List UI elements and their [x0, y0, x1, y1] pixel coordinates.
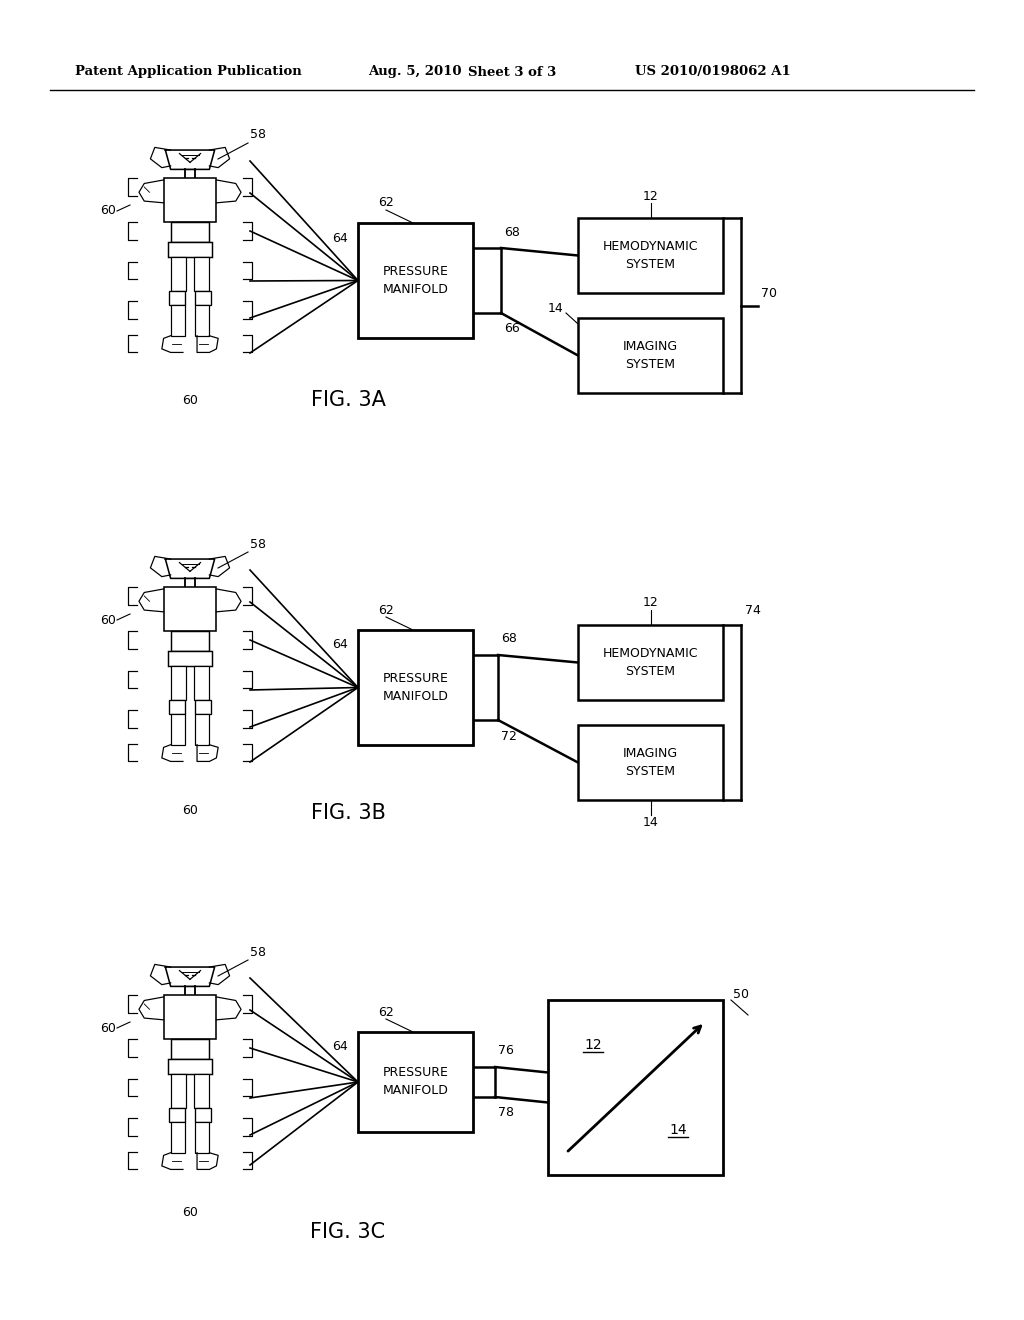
Bar [164, 995, 216, 1039]
Text: IMAGING: IMAGING [623, 341, 678, 352]
Text: 58: 58 [250, 128, 266, 141]
Text: 70: 70 [761, 286, 777, 300]
Text: 62: 62 [378, 1006, 394, 1019]
Bar [171, 305, 184, 335]
Bar [169, 1107, 184, 1122]
Text: PRESSURE: PRESSURE [383, 672, 449, 685]
Bar [196, 290, 211, 305]
Bar [194, 257, 209, 290]
Text: MANIFOLD: MANIFOLD [383, 1085, 449, 1097]
Bar [171, 222, 209, 242]
Text: 50: 50 [733, 989, 749, 1002]
Text: FIG. 3C: FIG. 3C [310, 1222, 386, 1242]
Text: SYSTEM: SYSTEM [626, 358, 676, 371]
Bar [164, 178, 216, 222]
Bar [196, 700, 211, 714]
Text: 58: 58 [250, 537, 266, 550]
Bar [196, 1107, 211, 1122]
Text: SYSTEM: SYSTEM [626, 257, 676, 271]
Bar [196, 305, 209, 335]
Bar [196, 1122, 209, 1152]
Text: MANIFOLD: MANIFOLD [383, 690, 449, 704]
Bar [171, 257, 186, 290]
Bar [168, 651, 212, 667]
Bar [578, 624, 723, 700]
Bar [164, 587, 216, 631]
Text: 58: 58 [250, 945, 266, 958]
Bar [578, 218, 723, 293]
Text: Sheet 3 of 3: Sheet 3 of 3 [468, 66, 556, 78]
Text: 14: 14 [643, 816, 658, 829]
Bar [171, 1039, 209, 1059]
Text: 60: 60 [182, 804, 198, 817]
Text: 60: 60 [100, 205, 116, 218]
Text: 62: 62 [378, 603, 394, 616]
Bar [578, 725, 723, 800]
Text: Patent Application Publication: Patent Application Publication [75, 66, 302, 78]
Bar [548, 1001, 723, 1175]
Text: MANIFOLD: MANIFOLD [383, 282, 449, 296]
Bar [358, 223, 473, 338]
Text: 14: 14 [670, 1123, 687, 1137]
Text: 64: 64 [332, 231, 348, 244]
Text: 76: 76 [498, 1044, 514, 1057]
Text: 78: 78 [498, 1106, 514, 1119]
Text: 74: 74 [745, 603, 761, 616]
Bar [171, 631, 209, 651]
Text: 66: 66 [504, 322, 520, 335]
Text: 12: 12 [643, 597, 658, 610]
Text: PRESSURE: PRESSURE [383, 265, 449, 279]
Bar [168, 1059, 212, 1074]
Text: 14: 14 [548, 301, 564, 314]
Text: 12: 12 [584, 1038, 602, 1052]
Bar [358, 1032, 473, 1133]
Text: SYSTEM: SYSTEM [626, 766, 676, 777]
Text: 60: 60 [100, 1022, 116, 1035]
Text: 62: 62 [378, 197, 394, 210]
Bar [171, 667, 186, 700]
Text: Aug. 5, 2010: Aug. 5, 2010 [368, 66, 462, 78]
Text: IMAGING: IMAGING [623, 747, 678, 760]
Bar [358, 630, 473, 744]
Text: PRESSURE: PRESSURE [383, 1067, 449, 1080]
Text: FIG. 3A: FIG. 3A [310, 389, 385, 411]
Text: 68: 68 [501, 632, 517, 645]
Text: US 2010/0198062 A1: US 2010/0198062 A1 [635, 66, 791, 78]
Bar [194, 1074, 209, 1107]
Text: 60: 60 [100, 614, 116, 627]
Bar [168, 242, 212, 257]
Bar [169, 290, 184, 305]
Bar [171, 1074, 186, 1107]
Text: 60: 60 [182, 395, 198, 408]
Text: 12: 12 [643, 190, 658, 202]
Text: 64: 64 [332, 639, 348, 652]
Bar [171, 1122, 184, 1152]
Text: SYSTEM: SYSTEM [626, 665, 676, 678]
Text: HEMODYNAMIC: HEMODYNAMIC [603, 647, 698, 660]
Text: 60: 60 [182, 1205, 198, 1218]
Text: HEMODYNAMIC: HEMODYNAMIC [603, 240, 698, 253]
Text: 68: 68 [504, 226, 520, 239]
Text: FIG. 3B: FIG. 3B [310, 803, 385, 822]
Bar [194, 667, 209, 700]
Bar [196, 714, 209, 744]
Bar [578, 318, 723, 393]
Bar [169, 700, 184, 714]
Text: 64: 64 [332, 1040, 348, 1053]
Bar [171, 714, 184, 744]
Text: 72: 72 [501, 730, 517, 742]
